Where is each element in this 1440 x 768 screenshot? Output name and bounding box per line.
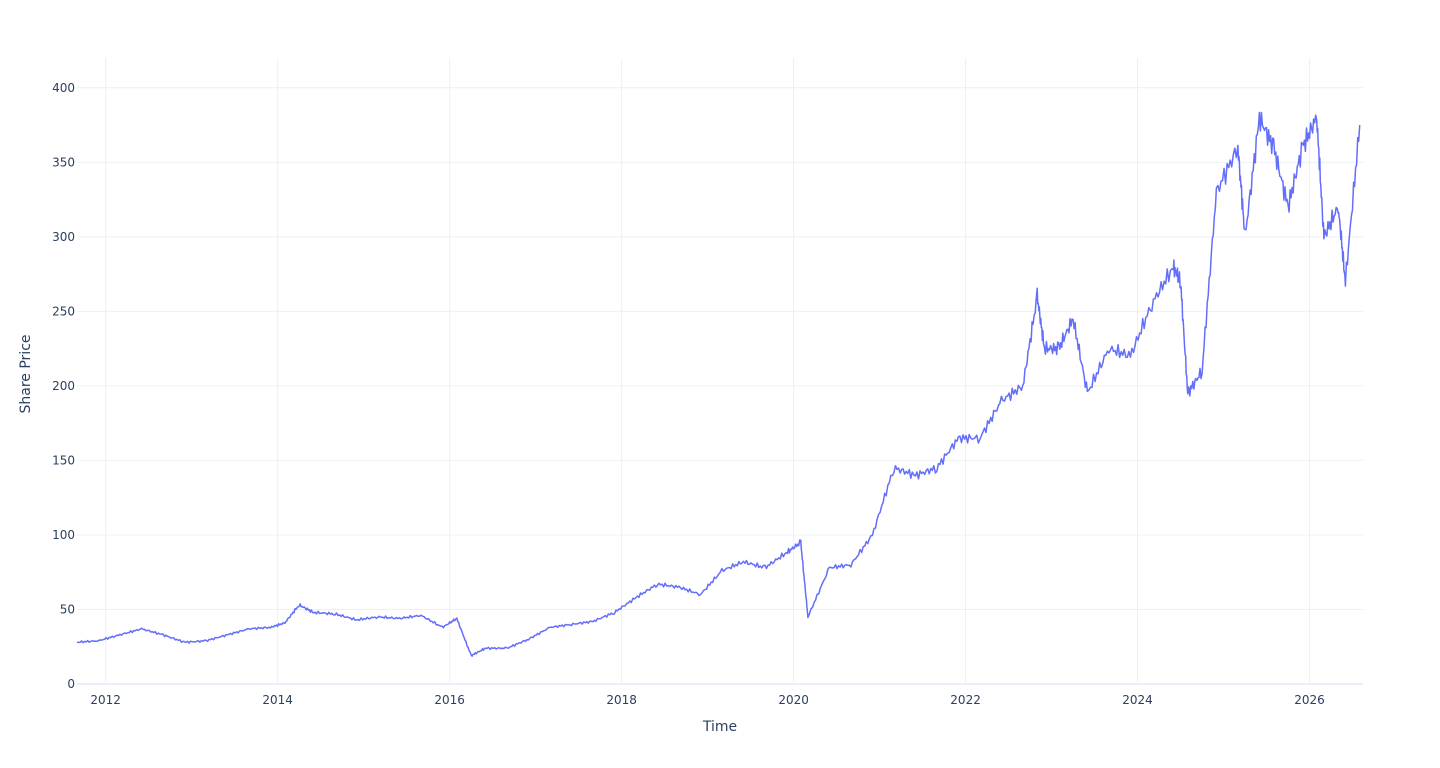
y-tick-label: 100 [52, 528, 75, 542]
x-tick-label: 2024 [1122, 693, 1153, 707]
y-tick-label: 300 [52, 230, 75, 244]
y-tick-label: 350 [52, 155, 75, 169]
x-tick-label: 2022 [950, 693, 981, 707]
y-tick-label: 200 [52, 379, 75, 393]
y-tick-label: 250 [52, 304, 75, 318]
x-tick-label: 2012 [90, 693, 121, 707]
series-layer [76, 111, 1361, 657]
x-tick-label: 2014 [262, 693, 293, 707]
y-tick-label: 150 [52, 453, 75, 467]
plot-area [77, 58, 1363, 684]
x-tick-label: 2018 [606, 693, 637, 707]
y-tick-label: 0 [67, 677, 75, 691]
share-price-line [76, 111, 1361, 657]
y-tick-label: 50 [60, 602, 75, 616]
x-tick-label: 2026 [1294, 693, 1325, 707]
y-axis-ticks: 0 50 100 150 200 250 300 350 400 [52, 81, 75, 691]
y-tick-label: 400 [52, 81, 75, 95]
x-tick-label: 2016 [434, 693, 465, 707]
x-axis-title: Time [702, 719, 737, 735]
x-axis-ticks: 2012 2014 2016 2018 2020 2022 2024 2026 [90, 693, 1324, 707]
x-tick-label: 2020 [778, 693, 809, 707]
gridlines [77, 58, 1363, 685]
y-axis-title: Share Price [18, 334, 34, 413]
